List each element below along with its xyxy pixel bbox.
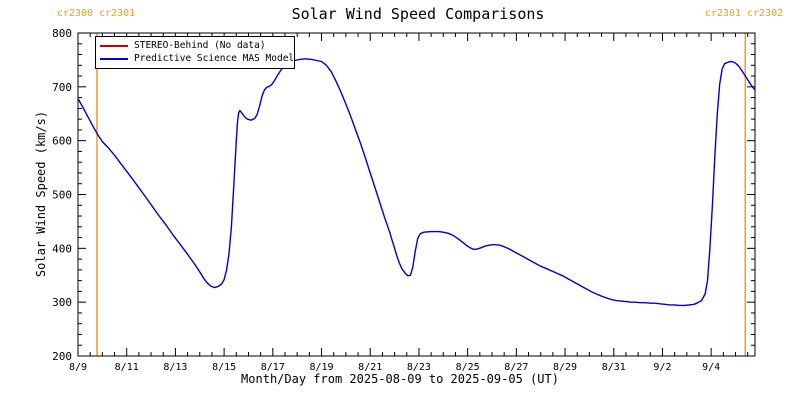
x-tick-label: 8/29 bbox=[553, 362, 577, 373]
x-tick-label: 8/19 bbox=[309, 362, 333, 373]
y-tick-label: 700 bbox=[52, 81, 72, 94]
legend: STEREO-Behind (No data) Predictive Scien… bbox=[95, 36, 295, 69]
x-tick-label: 8/27 bbox=[504, 362, 528, 373]
x-tick-label: 8/25 bbox=[456, 362, 480, 373]
cr-boundary-label-right: cr2301 cr2302 bbox=[704, 8, 784, 19]
y-tick-label: 800 bbox=[52, 27, 72, 40]
plot-frame bbox=[77, 32, 756, 357]
x-tick-label: 8/21 bbox=[358, 362, 382, 373]
y-tick-label: 300 bbox=[52, 296, 72, 309]
x-tick-label: 8/13 bbox=[163, 362, 187, 373]
cr-boundary-label-left: cr2300 cr2301 bbox=[56, 8, 136, 19]
x-tick-label: 8/31 bbox=[602, 362, 626, 373]
x-tick-label: 9/2 bbox=[653, 362, 671, 373]
y-tick-label: 600 bbox=[52, 135, 72, 148]
stereo-line-swatch bbox=[100, 44, 128, 47]
mas-line-swatch bbox=[100, 57, 128, 60]
y-tick-label: 500 bbox=[52, 189, 72, 202]
x-axis-title: Month/Day from 2025-08-09 to 2025-09-05 … bbox=[241, 372, 559, 386]
y-tick-label: 200 bbox=[52, 350, 72, 363]
x-tick-label: 8/15 bbox=[212, 362, 236, 373]
y-tick-label: 400 bbox=[52, 242, 72, 255]
chart-title: Solar Wind Speed Comparisons bbox=[291, 5, 545, 23]
legend-item-stereo: STEREO-Behind (No data) bbox=[100, 39, 290, 52]
legend-label-stereo: STEREO-Behind (No data) bbox=[134, 40, 266, 51]
x-tick-label: 8/23 bbox=[407, 362, 431, 373]
series-line-1 bbox=[77, 58, 756, 307]
x-tick-label: 8/17 bbox=[261, 362, 285, 373]
legend-label-mas: Predictive Science MAS Model bbox=[134, 53, 295, 64]
x-tick-label: 8/9 bbox=[69, 362, 87, 373]
x-tick-label: 8/11 bbox=[115, 362, 139, 373]
legend-item-mas: Predictive Science MAS Model bbox=[100, 52, 294, 65]
x-tick-label: 9/4 bbox=[702, 362, 720, 373]
